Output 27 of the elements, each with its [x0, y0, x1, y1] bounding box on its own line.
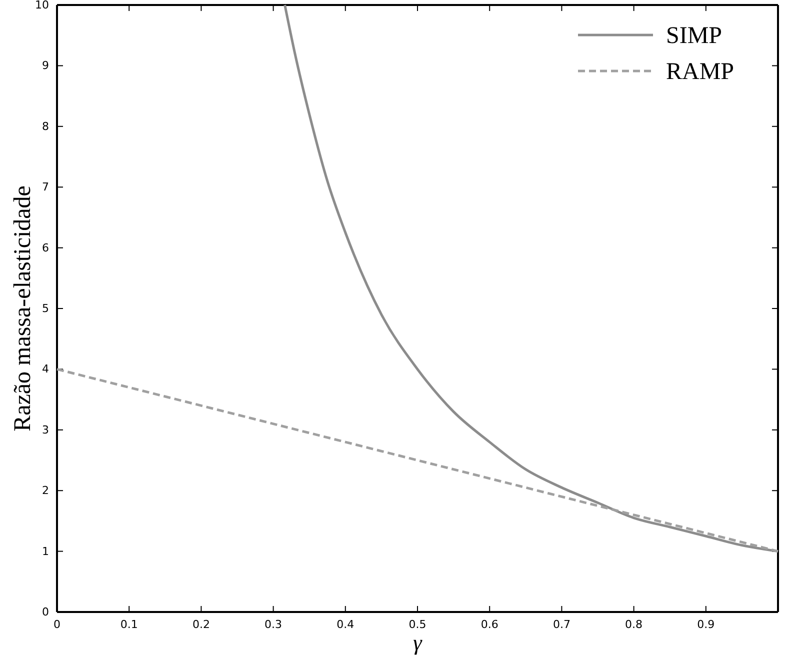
x-tick-label: 0.7: [552, 618, 570, 631]
x-axis-title: γ: [413, 630, 424, 655]
x-tick-label: 0.8: [625, 618, 643, 631]
y-axis-title: Razão massa-elasticidade: [10, 186, 36, 432]
y-tick-label: 2: [42, 484, 49, 498]
x-tick-label: 0.3: [264, 618, 282, 631]
line-series: [284, 4, 780, 553]
x-tick-label: 0.5: [408, 618, 426, 631]
legend-label: RAMP: [666, 59, 734, 85]
y-tick-label: 1: [42, 544, 49, 558]
y-tick-label: 3: [42, 423, 49, 436]
x-tick-label: 0: [54, 618, 60, 631]
line-series: [56, 368, 780, 553]
y-tick-label: 7: [42, 180, 49, 194]
y-tick-label: 4: [42, 362, 49, 376]
x-tick-label: 0.9: [697, 618, 715, 631]
x-tick-label: 0.6: [480, 618, 498, 631]
y-tick-label: 9: [42, 59, 49, 72]
x-tick-label: 0.1: [120, 618, 138, 631]
y-tick-label: 8: [42, 120, 49, 133]
x-tick-label: 0.4: [336, 618, 354, 631]
x-tick-label: 0.2: [192, 618, 210, 631]
y-tick-label: 0: [42, 606, 49, 619]
y-tick-label: 5: [42, 302, 49, 316]
legend-label: SIMP: [666, 23, 722, 49]
y-tick-label: 10: [35, 0, 49, 12]
y-tick-label: 6: [42, 241, 49, 254]
